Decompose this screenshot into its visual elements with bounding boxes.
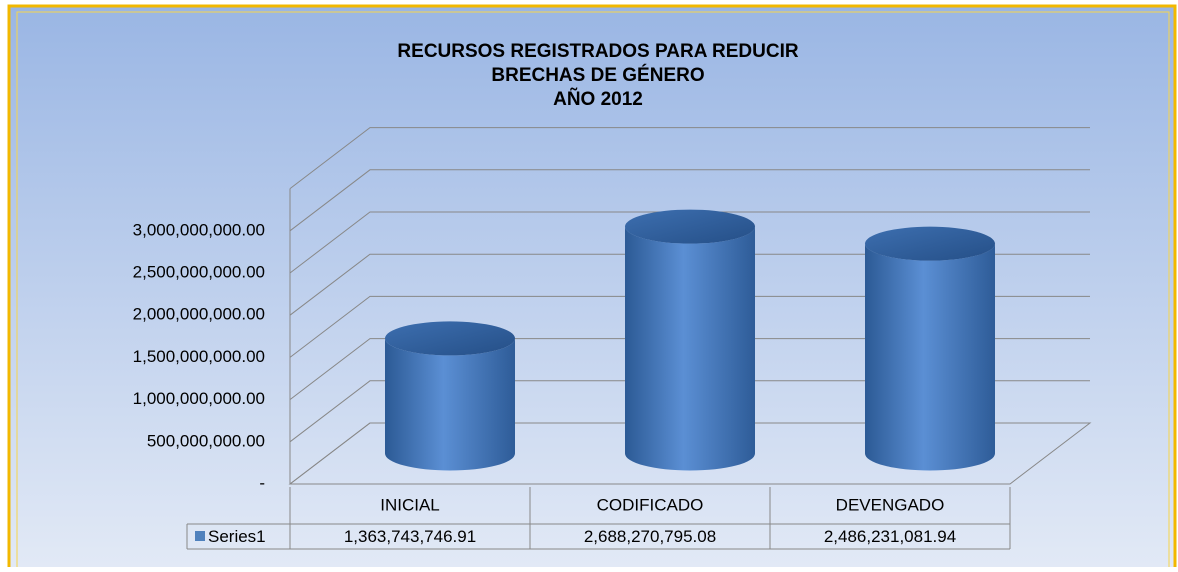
bar-top: [385, 321, 515, 356]
y-tick-label: 2,500,000,000.00: [133, 262, 265, 281]
grid-line: [289, 338, 1090, 400]
bar-top: [625, 209, 755, 244]
legend-label: Series1: [208, 527, 266, 546]
legend-key: [195, 531, 205, 541]
x-tick-label: CODIFICADO: [597, 495, 704, 514]
bar-top: [865, 226, 995, 261]
grid-line: [289, 422, 1090, 485]
data-label: 1,363,743,746.91: [344, 527, 476, 546]
chart-title: BRECHAS DE GÉNERO: [491, 64, 704, 86]
grid-line: [289, 169, 1090, 232]
x-tick-label: INICIAL: [380, 495, 440, 514]
chart-title: RECURSOS REGISTRADOS PARA REDUCIR: [397, 41, 798, 62]
y-tick-label: 2,000,000,000.00: [133, 305, 265, 324]
chart-title: AÑO 2012: [553, 88, 643, 110]
y-tick-label: 1,500,000,000.00: [133, 347, 265, 366]
bar: [625, 226, 755, 471]
bar: [385, 338, 515, 471]
grid-line: [289, 295, 1090, 358]
y-tick-label: 1,000,000,000.00: [133, 389, 265, 408]
x-tick-label: DEVENGADO: [836, 495, 945, 514]
grid-line: [289, 380, 1090, 443]
wall-top: [289, 127, 1090, 189]
y-tick-label: 500,000,000.00: [147, 431, 265, 450]
chart-frame: [16, 11, 1170, 572]
y-tick-label: -: [259, 473, 265, 492]
y-tick-label: 3,000,000,000.00: [133, 220, 265, 239]
bar: [865, 243, 995, 471]
grid-line: [289, 253, 1090, 316]
grid-line: [289, 211, 1090, 274]
data-label: 2,688,270,795.08: [584, 527, 716, 546]
data-label: 2,486,231,081.94: [824, 527, 956, 546]
